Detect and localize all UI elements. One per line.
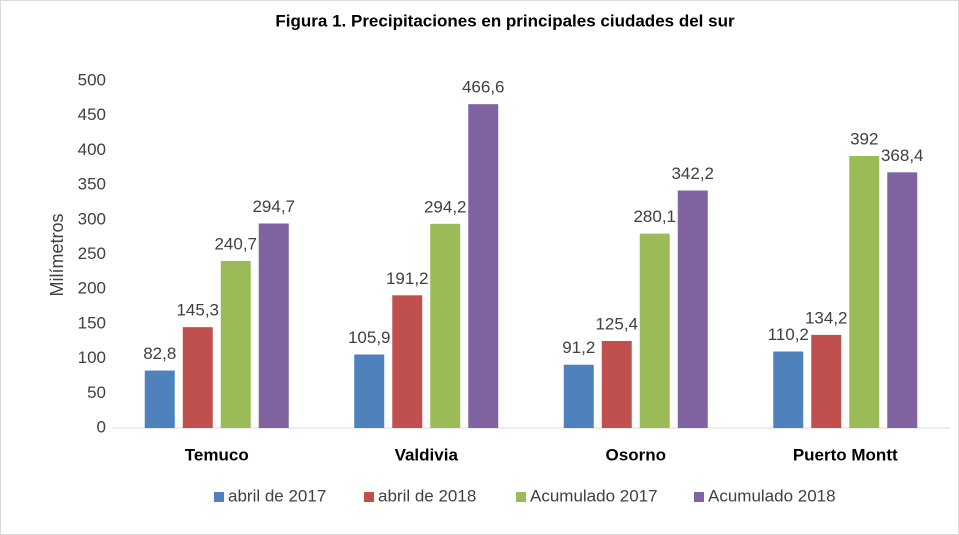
value-label: 294,7 — [252, 197, 295, 216]
y-tick-label: 350 — [78, 175, 106, 194]
bar — [144, 370, 175, 428]
legend-swatch — [364, 492, 374, 502]
y-axis-label: Milímetros — [47, 213, 67, 296]
y-tick-label: 250 — [78, 244, 106, 263]
legend-swatch — [694, 492, 704, 502]
bar — [430, 223, 461, 428]
value-label: 294,2 — [424, 197, 467, 216]
value-label: 368,4 — [881, 146, 924, 165]
bar — [677, 190, 708, 428]
value-label: 240,7 — [214, 234, 257, 253]
bar — [392, 295, 423, 428]
value-label: 280,1 — [633, 207, 676, 226]
bar — [811, 334, 842, 428]
y-tick-label: 50 — [87, 383, 106, 402]
bar — [887, 172, 918, 428]
bar — [220, 260, 251, 428]
chart-title: Figura 1. Precipitaciones en principales… — [275, 11, 735, 30]
value-label: 91,2 — [562, 338, 595, 357]
value-label: 342,2 — [671, 164, 714, 183]
y-tick-label: 150 — [78, 313, 106, 332]
value-label: 125,4 — [595, 314, 638, 333]
bar — [354, 354, 385, 428]
value-label: 82,8 — [143, 344, 176, 363]
bar — [639, 233, 670, 428]
legend-swatch — [516, 492, 526, 502]
value-label: 466,6 — [462, 78, 505, 97]
legend-label: Acumulado 2018 — [708, 486, 836, 505]
legend-swatch — [214, 492, 224, 502]
legend-label: abril de 2018 — [378, 486, 476, 505]
value-label: 134,2 — [805, 308, 848, 327]
value-label: 191,2 — [386, 269, 429, 288]
x-tick-label: Puerto Montt — [793, 445, 898, 464]
bar — [468, 104, 499, 429]
value-label: 145,3 — [176, 301, 219, 320]
value-label: 105,9 — [348, 328, 391, 347]
y-tick-label: 450 — [78, 105, 106, 124]
y-tick-label: 0 — [97, 417, 106, 436]
y-tick-label: 200 — [78, 279, 106, 298]
x-tick-label: Osorno — [606, 445, 666, 464]
y-tick-label: 400 — [78, 140, 106, 159]
bar — [773, 351, 804, 428]
x-tick-label: Valdivia — [395, 445, 459, 464]
x-tick-label: Temuco — [185, 445, 249, 464]
bar — [601, 340, 632, 428]
y-tick-label: 300 — [78, 209, 106, 228]
bar — [258, 223, 289, 428]
bar — [182, 327, 213, 428]
bar — [563, 364, 594, 428]
value-label: 110,2 — [768, 325, 809, 344]
y-tick-label: 100 — [78, 348, 106, 367]
legend-label: Acumulado 2017 — [530, 486, 658, 505]
value-label: 392 — [850, 129, 878, 148]
legend-label: abril de 2017 — [228, 486, 326, 505]
bar — [849, 155, 880, 428]
y-tick-label: 500 — [78, 70, 106, 89]
